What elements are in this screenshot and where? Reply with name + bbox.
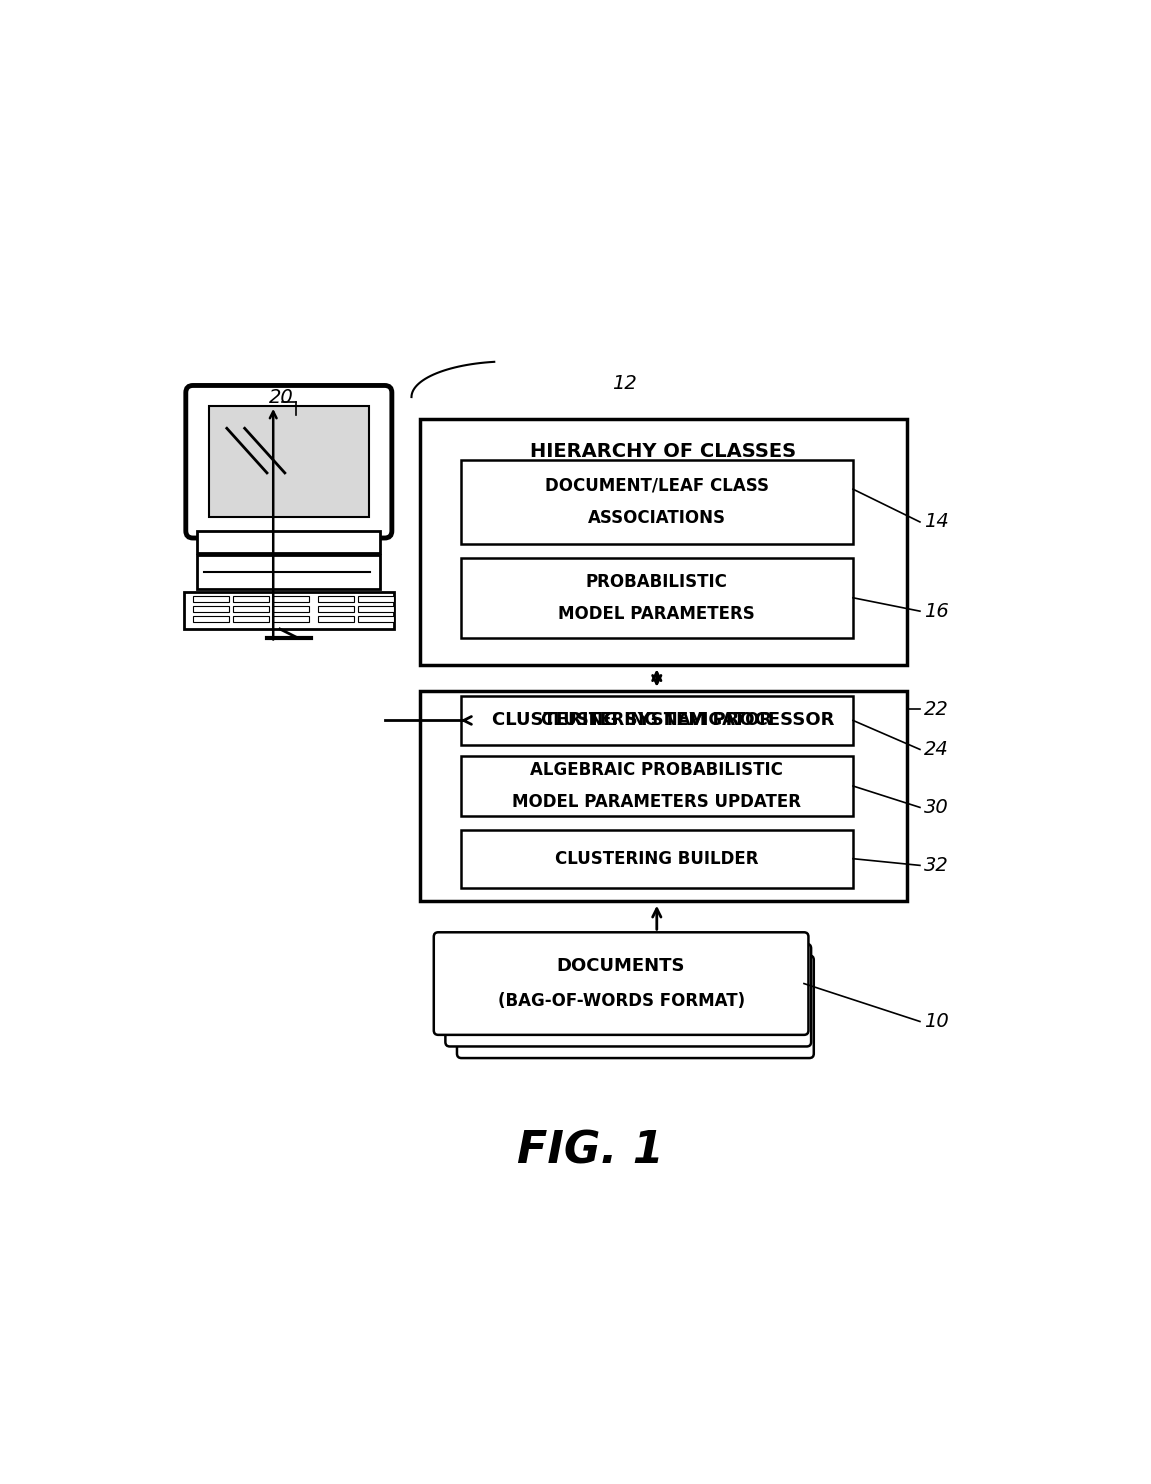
Bar xyxy=(184,592,394,629)
Text: CLUSTERING NAVIGATOR: CLUSTERING NAVIGATOR xyxy=(541,711,772,730)
Bar xyxy=(198,531,380,554)
Text: 10: 10 xyxy=(924,1012,950,1031)
Bar xyxy=(460,696,853,745)
Bar xyxy=(193,597,229,603)
Text: FIG. 1: FIG. 1 xyxy=(517,1129,663,1172)
Text: MODEL PARAMETERS UPDATER: MODEL PARAMETERS UPDATER xyxy=(512,792,801,812)
Bar xyxy=(460,460,853,545)
Bar xyxy=(198,555,380,589)
Bar xyxy=(358,605,394,611)
Text: 24: 24 xyxy=(924,741,950,758)
Bar xyxy=(209,407,368,518)
Bar xyxy=(358,597,394,603)
Bar xyxy=(273,597,308,603)
Bar xyxy=(420,420,907,665)
Bar xyxy=(233,616,269,622)
Text: HIERARCHY OF CLASSES: HIERARCHY OF CLASSES xyxy=(531,442,796,460)
Bar xyxy=(233,605,269,611)
FancyBboxPatch shape xyxy=(457,956,814,1058)
Text: 22: 22 xyxy=(924,700,950,718)
Text: 12: 12 xyxy=(612,374,637,393)
Bar xyxy=(273,616,308,622)
Bar xyxy=(318,605,353,611)
Text: 14: 14 xyxy=(924,512,950,531)
Bar xyxy=(233,597,269,603)
Text: CLUSTERING BUILDER: CLUSTERING BUILDER xyxy=(555,850,759,868)
Text: (BAG-OF-WORDS FORMAT): (BAG-OF-WORDS FORMAT) xyxy=(497,993,745,1011)
Text: PROBABILISTIC: PROBABILISTIC xyxy=(586,573,727,591)
Bar xyxy=(460,558,853,638)
Bar xyxy=(358,616,394,622)
Text: 20: 20 xyxy=(269,387,294,407)
Text: CLUSTERING SYSTEM PROCESSOR: CLUSTERING SYSTEM PROCESSOR xyxy=(493,711,834,729)
Text: 30: 30 xyxy=(924,798,950,816)
Text: ALGEBRAIC PROBABILISTIC: ALGEBRAIC PROBABILISTIC xyxy=(531,761,783,779)
Bar xyxy=(273,605,308,611)
Text: ASSOCIATIONS: ASSOCIATIONS xyxy=(588,509,726,527)
Bar xyxy=(318,616,353,622)
Text: DOCUMENTS: DOCUMENTS xyxy=(557,957,685,975)
Text: 16: 16 xyxy=(924,601,950,620)
Text: 32: 32 xyxy=(924,856,950,876)
Bar xyxy=(193,605,229,611)
Text: MODEL PARAMETERS: MODEL PARAMETERS xyxy=(558,605,755,623)
FancyBboxPatch shape xyxy=(445,944,811,1046)
FancyBboxPatch shape xyxy=(185,386,391,539)
Bar xyxy=(193,616,229,622)
Bar xyxy=(420,692,907,901)
Bar xyxy=(318,597,353,603)
Text: DOCUMENT/LEAF CLASS: DOCUMENT/LEAF CLASS xyxy=(544,476,769,494)
Bar xyxy=(460,755,853,816)
FancyBboxPatch shape xyxy=(434,932,808,1034)
Bar xyxy=(460,830,853,887)
